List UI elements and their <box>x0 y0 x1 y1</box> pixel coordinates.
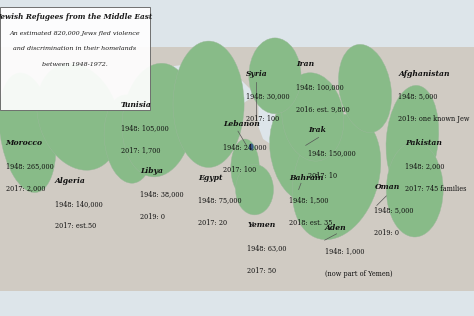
Text: 1948: 100,000: 1948: 100,000 <box>296 83 344 91</box>
Text: 2017: 100: 2017: 100 <box>223 166 256 173</box>
Text: Algeria: Algeria <box>55 177 85 185</box>
Text: Jewish Refugees from the Middle East: Jewish Refugees from the Middle East <box>0 13 153 21</box>
Polygon shape <box>142 63 256 107</box>
Text: 2018: est. 35: 2018: est. 35 <box>289 219 333 227</box>
FancyBboxPatch shape <box>0 7 150 110</box>
Ellipse shape <box>231 139 259 196</box>
Text: Aden: Aden <box>325 224 346 232</box>
Ellipse shape <box>338 44 392 133</box>
Ellipse shape <box>37 64 119 170</box>
Ellipse shape <box>282 73 344 161</box>
Ellipse shape <box>249 143 254 150</box>
Text: between 1948-1972.: between 1948-1972. <box>42 62 108 67</box>
Text: 2017: 20: 2017: 20 <box>198 219 227 227</box>
Text: 2017: 2,000: 2017: 2,000 <box>6 185 45 192</box>
Text: 2017: 1,700: 2017: 1,700 <box>121 147 160 155</box>
Text: 2016: est. 9,800: 2016: est. 9,800 <box>296 106 350 113</box>
Text: Afghanistan: Afghanistan <box>398 70 450 77</box>
Text: 1948: 265,000: 1948: 265,000 <box>6 162 54 170</box>
Text: An estimated 820,000 Jews fled violence: An estimated 820,000 Jews fled violence <box>9 31 140 36</box>
Text: 1948: 38,000: 1948: 38,000 <box>140 190 183 198</box>
Text: Lebanon: Lebanon <box>223 120 260 128</box>
Text: 1948: 24,000: 1948: 24,000 <box>223 143 266 151</box>
Ellipse shape <box>173 41 244 167</box>
Text: Oman: Oman <box>374 183 400 191</box>
Text: Egypt: Egypt <box>198 174 223 182</box>
Text: 2017: 10: 2017: 10 <box>308 172 337 180</box>
Text: 1948: 30,000: 1948: 30,000 <box>246 92 289 100</box>
Text: Syria: Syria <box>246 70 267 77</box>
Text: 1948: 1,000: 1948: 1,000 <box>325 247 364 255</box>
Text: 2019: one known Jew: 2019: one known Jew <box>398 115 470 123</box>
Ellipse shape <box>386 85 439 193</box>
Text: 2019: 0: 2019: 0 <box>140 213 165 221</box>
Text: 2017: 100: 2017: 100 <box>246 115 279 123</box>
Ellipse shape <box>0 73 56 192</box>
Text: 1948: 5,000: 1948: 5,000 <box>374 206 414 214</box>
Text: 2017: est.50: 2017: est.50 <box>55 222 96 230</box>
Ellipse shape <box>292 114 381 240</box>
Ellipse shape <box>236 164 273 215</box>
Text: (now part of Yemen): (now part of Yemen) <box>325 270 392 278</box>
Text: Yemen: Yemen <box>247 221 276 229</box>
Text: 2017: 50: 2017: 50 <box>247 267 276 275</box>
Text: 2019: 0: 2019: 0 <box>374 229 400 237</box>
Text: Iran: Iran <box>296 60 314 68</box>
Polygon shape <box>273 152 318 190</box>
Text: 1948: 2,000: 1948: 2,000 <box>405 162 445 170</box>
Ellipse shape <box>122 63 193 177</box>
Text: 1948: 5,000: 1948: 5,000 <box>398 92 438 100</box>
Text: and discrimination in their homelands: and discrimination in their homelands <box>13 46 137 52</box>
Ellipse shape <box>104 95 154 183</box>
Text: 2017: 745 families: 2017: 745 families <box>405 185 467 192</box>
Text: 1948: 63,00: 1948: 63,00 <box>247 244 287 252</box>
Polygon shape <box>258 88 277 145</box>
Text: Pakistan: Pakistan <box>405 139 442 147</box>
Text: 1948: 150,000: 1948: 150,000 <box>308 149 356 157</box>
Text: Bahrain: Bahrain <box>289 174 324 182</box>
Ellipse shape <box>249 38 301 114</box>
Text: Libya: Libya <box>140 167 163 175</box>
Text: Tunisia: Tunisia <box>121 101 152 109</box>
Text: Irak: Irak <box>308 126 326 134</box>
Text: 1948: 1,500: 1948: 1,500 <box>289 197 328 204</box>
Text: 1948: 105,000: 1948: 105,000 <box>121 124 169 132</box>
FancyBboxPatch shape <box>0 0 474 47</box>
Text: 1948: 140,000: 1948: 140,000 <box>55 200 102 208</box>
Text: Morocco: Morocco <box>6 139 43 147</box>
Ellipse shape <box>270 101 332 202</box>
FancyBboxPatch shape <box>0 291 474 316</box>
Ellipse shape <box>386 142 443 237</box>
Text: 1948: 75,000: 1948: 75,000 <box>198 197 242 204</box>
